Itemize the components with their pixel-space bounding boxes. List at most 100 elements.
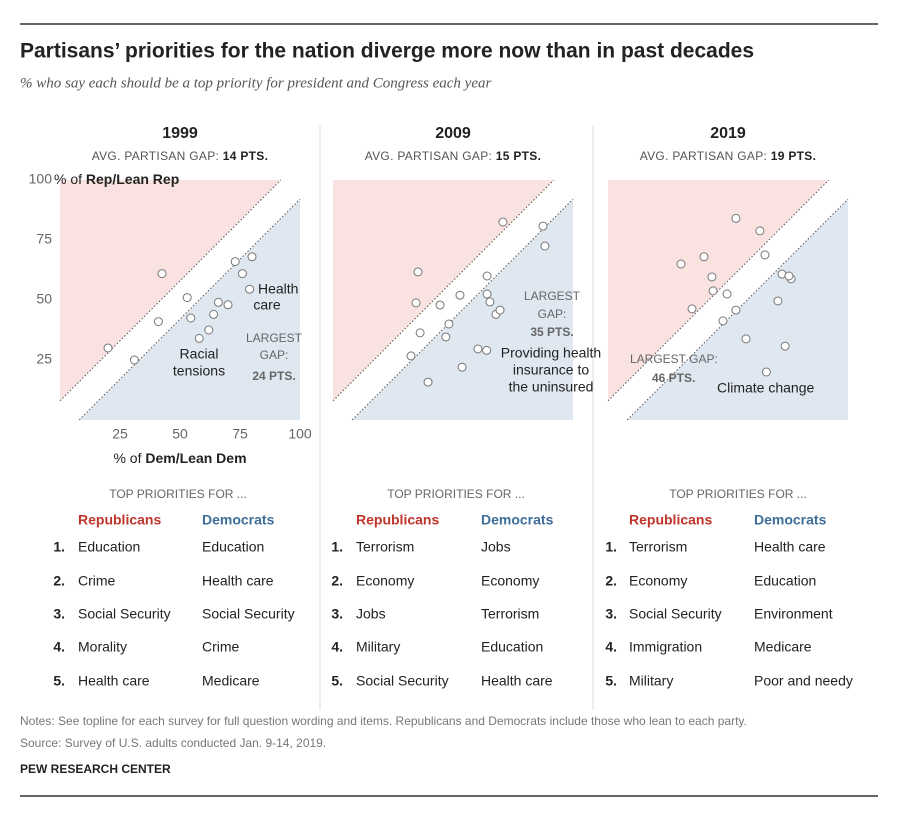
column-header: Republicans <box>629 512 712 528</box>
x-tick-label: 100 <box>288 426 312 442</box>
priority: Jobs <box>481 539 511 555</box>
point <box>230 257 240 267</box>
point <box>406 351 416 361</box>
rank: 1. <box>53 539 65 555</box>
point <box>245 284 255 294</box>
annotation: Climate change <box>717 380 814 396</box>
y-tick-label: 25 <box>36 351 52 367</box>
priority: Economy <box>356 573 414 589</box>
table-header: TOP PRIORITIES FOR ... <box>387 487 525 501</box>
point <box>435 300 445 310</box>
annotation: GAP: <box>260 348 289 362</box>
priority: Health care <box>202 573 274 589</box>
rank: 2. <box>331 573 343 589</box>
gap-value: 14 PTS. <box>223 149 268 163</box>
point <box>780 341 790 351</box>
priority: Economy <box>481 573 539 589</box>
diagonal-rule <box>626 198 849 421</box>
x-axis-label-prefix: % of <box>113 450 141 466</box>
brand: PEW RESEARCH CENTER <box>20 762 171 776</box>
gap-label-text: AVG. PARTISAN GAP: <box>92 149 219 163</box>
point <box>482 345 492 355</box>
point <box>718 316 728 326</box>
priority: Social Security <box>78 606 171 622</box>
annotation: GAP: <box>538 307 567 321</box>
annotation: the uninsured <box>509 379 594 395</box>
column-header: Democrats <box>202 512 275 528</box>
point <box>687 304 697 314</box>
annotation: care <box>253 297 280 313</box>
y-axis-label-bold: Rep/Lean Rep <box>86 171 179 187</box>
y-tick-label: 100 <box>29 171 53 187</box>
point <box>482 271 492 281</box>
x-axis-label: % of Dem/Lean Dem <box>113 450 246 466</box>
point <box>413 267 423 277</box>
diagonal-rule <box>351 198 574 421</box>
point <box>213 297 223 307</box>
rank: 1. <box>605 539 617 555</box>
annotation: insurance to <box>513 362 589 378</box>
priority: Education <box>202 539 264 555</box>
point <box>722 289 732 299</box>
priority: Health care <box>78 673 150 689</box>
title: Partisans’ priorities for the nation div… <box>20 40 754 63</box>
priority: Environment <box>754 606 833 622</box>
rank: 2. <box>53 573 65 589</box>
point <box>498 217 508 227</box>
priority: Military <box>629 673 673 689</box>
rank: 5. <box>53 673 65 689</box>
point <box>223 300 233 310</box>
priority: Social Security <box>356 673 449 689</box>
annotation: 24 PTS. <box>252 369 295 383</box>
gap-label: AVG. PARTISAN GAP: 15 PTS. <box>365 149 542 163</box>
annotation: Racial <box>180 346 219 362</box>
point <box>731 305 741 315</box>
point <box>157 269 167 279</box>
rank: 2. <box>605 573 617 589</box>
x-tick-label: 25 <box>112 426 128 442</box>
rank: 3. <box>53 606 65 622</box>
y-axis-label-prefix: % of <box>54 171 82 187</box>
priority: Education <box>481 639 543 655</box>
point <box>731 213 741 223</box>
y-tick-label: 50 <box>36 291 52 307</box>
gap-value: 19 PTS. <box>771 149 816 163</box>
priority: Crime <box>202 639 240 655</box>
diagonal-rule <box>332 179 555 402</box>
point <box>204 325 214 335</box>
column-header: Democrats <box>481 512 554 528</box>
notes: Notes: See topline for each survey for f… <box>20 714 747 728</box>
panel-title: 2019 <box>710 125 746 142</box>
point <box>129 355 139 365</box>
point <box>247 252 257 262</box>
annotation: LARGEST <box>524 289 581 303</box>
rank: 3. <box>605 606 617 622</box>
rank: 3. <box>331 606 343 622</box>
priority: Health care <box>754 539 826 555</box>
priority: Social Security <box>202 606 295 622</box>
point <box>761 367 771 377</box>
column-header: Democrats <box>754 512 827 528</box>
panel-title: 1999 <box>162 125 198 142</box>
point <box>209 309 219 319</box>
point <box>784 271 794 281</box>
point <box>741 334 751 344</box>
point <box>538 221 548 231</box>
annotation: Providing health <box>501 345 601 361</box>
y-axis-label: % of Rep/Lean Rep <box>54 171 179 187</box>
column-header: Republicans <box>356 512 439 528</box>
priority: Terrorism <box>629 539 687 555</box>
rank: 4. <box>605 639 617 655</box>
point <box>707 272 717 282</box>
panel-title: 2009 <box>435 125 471 142</box>
gap-label-text: AVG. PARTISAN GAP: <box>640 149 767 163</box>
point <box>194 333 204 343</box>
priority: Education <box>78 539 140 555</box>
x-axis-label-bold: Dem/Lean Dem <box>145 450 246 466</box>
rank: 5. <box>605 673 617 689</box>
column-header: Republicans <box>78 512 161 528</box>
priority: Military <box>356 639 400 655</box>
priority: Terrorism <box>356 539 414 555</box>
annotation: Health <box>258 281 298 297</box>
